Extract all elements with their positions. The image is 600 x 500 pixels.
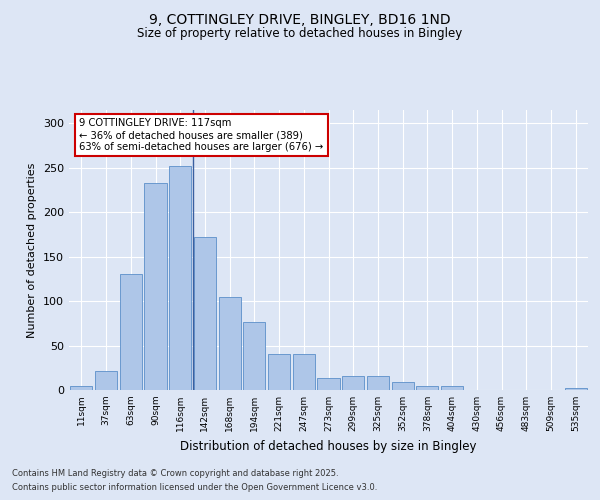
Text: Size of property relative to detached houses in Bingley: Size of property relative to detached ho… (137, 28, 463, 40)
Bar (243, 322, 265, 390)
Bar (293, 354, 315, 390)
Bar (565, 388, 587, 390)
Bar (218, 296, 241, 390)
Text: Contains public sector information licensed under the Open Government Licence v3: Contains public sector information licen… (12, 484, 377, 492)
Bar (416, 386, 439, 390)
Bar (169, 166, 191, 390)
Bar (342, 376, 364, 390)
Bar (367, 376, 389, 390)
Text: 9 COTTINGLEY DRIVE: 117sqm
← 36% of detached houses are smaller (389)
63% of sem: 9 COTTINGLEY DRIVE: 117sqm ← 36% of deta… (79, 118, 323, 152)
Text: Contains HM Land Registry data © Crown copyright and database right 2025.: Contains HM Land Registry data © Crown c… (12, 468, 338, 477)
Bar (317, 378, 340, 390)
Y-axis label: Number of detached properties: Number of detached properties (28, 162, 37, 338)
Bar (441, 386, 463, 390)
Bar (119, 274, 142, 390)
X-axis label: Distribution of detached houses by size in Bingley: Distribution of detached houses by size … (180, 440, 477, 452)
Bar (268, 354, 290, 390)
Bar (392, 382, 414, 390)
Bar (145, 183, 167, 390)
Bar (70, 386, 92, 390)
Bar (194, 237, 216, 390)
Text: 9, COTTINGLEY DRIVE, BINGLEY, BD16 1ND: 9, COTTINGLEY DRIVE, BINGLEY, BD16 1ND (149, 12, 451, 26)
Bar (95, 372, 117, 390)
